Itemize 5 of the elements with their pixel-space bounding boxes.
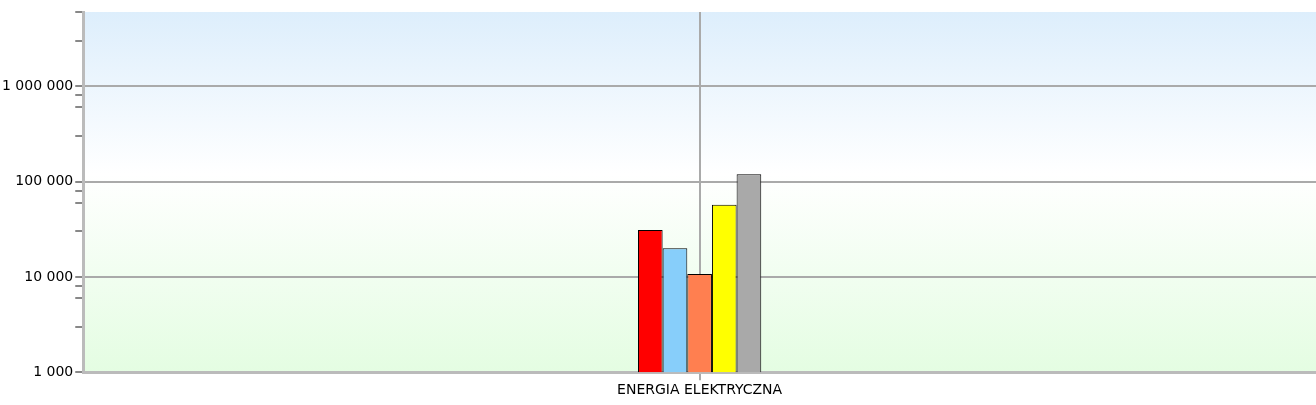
y-tick-label: 1 000: [33, 362, 74, 379]
y-tick-label: 100 000: [15, 172, 74, 189]
y-tick-label: 10 000: [24, 267, 74, 284]
x-tick-label: ENERGIA ELEKTRYCZNA: [617, 381, 783, 398]
y-tick-label: 1 000 000: [1, 76, 74, 93]
